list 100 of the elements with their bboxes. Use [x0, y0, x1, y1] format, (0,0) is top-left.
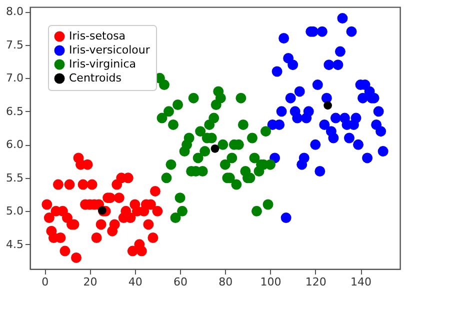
- point: [316, 26, 328, 37]
- point: [91, 232, 102, 243]
- point: [303, 106, 314, 117]
- legend-label: Iris-setosa: [69, 30, 126, 42]
- y-tick-label: 5.0: [6, 204, 24, 218]
- point: [324, 101, 332, 110]
- x-tick-label: 80: [218, 276, 233, 288]
- point: [226, 152, 238, 164]
- x-tick-label: 20: [83, 276, 98, 288]
- y-tick-label: 4.5: [6, 238, 24, 251]
- point: [98, 206, 106, 215]
- point: [314, 166, 326, 176]
- point: [278, 33, 290, 44]
- point: [294, 86, 305, 97]
- point: [152, 206, 163, 216]
- point: [164, 106, 174, 117]
- point: [238, 119, 248, 130]
- point: [265, 159, 276, 170]
- point: [236, 92, 246, 104]
- point: [168, 119, 179, 130]
- point: [337, 13, 348, 24]
- x-tick-label: 0: [42, 276, 49, 288]
- point: [334, 46, 346, 57]
- y-tick-label: 7.0: [6, 72, 24, 85]
- point: [71, 252, 82, 263]
- point: [52, 179, 64, 190]
- point: [177, 206, 188, 216]
- point: [114, 192, 124, 204]
- point: [78, 179, 88, 190]
- point: [42, 199, 52, 210]
- point: [220, 159, 230, 170]
- y-tick-label: 6.5: [6, 104, 24, 118]
- x-tick-label: 120: [305, 276, 326, 288]
- point: [172, 100, 184, 110]
- point: [262, 199, 274, 210]
- point: [378, 146, 388, 157]
- point: [328, 132, 339, 144]
- point: [350, 112, 362, 124]
- point: [319, 119, 330, 130]
- point: [260, 126, 272, 137]
- legend-label: Iris-versicolour: [69, 44, 150, 56]
- point: [330, 112, 341, 124]
- point: [174, 192, 186, 204]
- x-tick-label: 140: [350, 276, 372, 288]
- point: [346, 26, 357, 37]
- point: [170, 212, 181, 224]
- point: [188, 92, 199, 104]
- point: [358, 92, 368, 104]
- point: [312, 80, 323, 90]
- point: [192, 152, 204, 164]
- point: [161, 172, 172, 184]
- legend-label: Iris-virginica: [69, 58, 136, 70]
- point: [362, 152, 373, 164]
- point: [274, 119, 285, 130]
- point: [156, 112, 168, 124]
- point: [109, 219, 120, 230]
- point: [249, 152, 260, 164]
- point: [218, 139, 228, 150]
- point: [125, 212, 136, 224]
- point: [376, 126, 386, 137]
- point: [310, 139, 321, 150]
- point: [166, 159, 176, 170]
- point: [195, 126, 206, 137]
- point: [158, 80, 170, 90]
- point: [208, 112, 220, 124]
- point: [86, 179, 98, 190]
- x-tick-label: 40: [128, 276, 142, 288]
- y-tick-label: 8.0: [6, 5, 24, 18]
- point: [184, 132, 194, 144]
- y-tick-label: 5.5: [6, 171, 24, 184]
- point: [298, 152, 310, 164]
- point: [288, 60, 298, 70]
- point: [246, 132, 258, 144]
- point: [210, 144, 220, 153]
- point: [150, 186, 160, 196]
- point: [143, 219, 154, 230]
- point: [251, 206, 262, 216]
- y-tick-label: 7.5: [6, 38, 24, 52]
- point: [344, 132, 354, 144]
- point: [332, 60, 344, 70]
- point: [96, 219, 106, 230]
- point: [321, 92, 332, 104]
- legend-label: Centroids: [69, 72, 122, 84]
- point: [324, 60, 334, 70]
- point: [200, 146, 210, 157]
- point: [373, 106, 384, 117]
- point: [136, 246, 147, 256]
- point: [64, 179, 75, 190]
- point: [272, 66, 282, 77]
- point: [148, 232, 158, 243]
- x-tick-label: 60: [174, 276, 188, 288]
- point: [60, 246, 70, 256]
- point: [231, 179, 242, 190]
- y-tick-label: 6.0: [6, 138, 24, 152]
- point: [292, 112, 303, 124]
- point: [276, 106, 287, 117]
- point: [215, 92, 226, 104]
- point: [353, 139, 364, 150]
- point: [285, 92, 296, 104]
- x-tick-label: 100: [260, 276, 282, 288]
